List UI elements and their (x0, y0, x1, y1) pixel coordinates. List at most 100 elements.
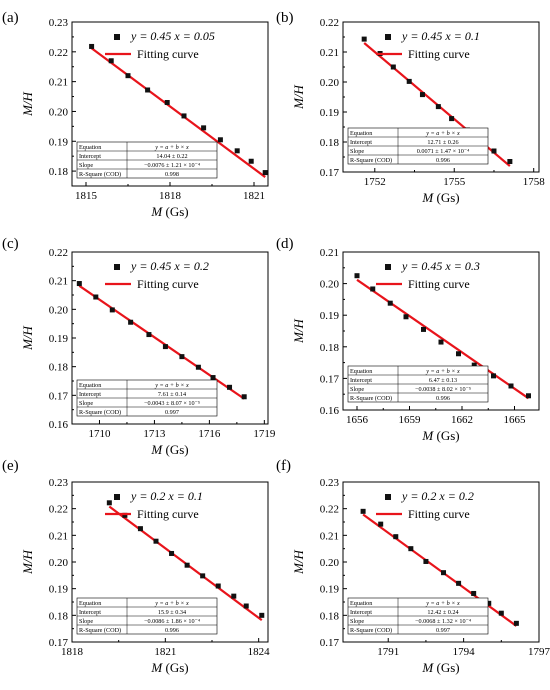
y-tick-label: 0.21 (49, 530, 68, 542)
data-point (195, 364, 201, 370)
fit-table-value: −0.0086 ± 1.86 × 10⁻⁴ (144, 618, 200, 625)
y-tick-label: 0.16 (320, 405, 340, 417)
y-tick-label: 0.19 (320, 310, 340, 322)
x-tick-label: 1752 (364, 176, 386, 188)
y-tick-label: 0.20 (49, 304, 69, 316)
x-tick-label: 1815 (75, 190, 98, 202)
panel-label: (b) (276, 10, 294, 26)
y-tick-label: 0.17 (320, 373, 340, 385)
fit-table-value: 0.997 (436, 627, 450, 634)
data-point (471, 362, 477, 368)
y-tick-label: 0.21 (320, 247, 339, 259)
legend-fit-label: Fitting curve (408, 47, 470, 61)
data-point (164, 100, 170, 106)
data-point (234, 148, 240, 154)
y-tick-label: 0.23 (320, 477, 340, 489)
fit-table-key: Intercept (79, 609, 101, 616)
chart-panel-d: (d) 1656 1659 1662 1665 0.16 0.17 0.18 0.19 0.20 0… (276, 236, 540, 443)
data-point (248, 158, 254, 164)
y-tick-label: 0.19 (320, 107, 340, 119)
legend-fit-label: Fitting curve (408, 277, 470, 291)
data-point (354, 273, 360, 279)
y-axis-label: M/H (20, 91, 35, 116)
legend-point-marker (114, 494, 120, 500)
data-point (108, 58, 114, 64)
data-point (162, 344, 168, 350)
x-tick-label: 1821 (154, 646, 176, 658)
fit-table-value: −0.0076 ± 1.21 × 10⁻⁴ (144, 162, 200, 169)
x-tick-label: 1821 (243, 190, 265, 202)
fit-table-key: Intercept (350, 377, 372, 384)
fit-table-value: y = a + b × x (154, 382, 189, 389)
data-point (498, 610, 504, 616)
data-point (76, 281, 82, 287)
fit-table-value: 12.71 ± 0.26 (427, 139, 458, 146)
fit-table-value: 14.04 ± 0.22 (156, 153, 187, 160)
data-point (508, 383, 514, 389)
x-axis-label-symbol: M (421, 660, 434, 675)
data-point (419, 92, 425, 98)
fit-table-key: R-Square (COD) (350, 157, 392, 164)
fit-table-value: 0.996 (436, 395, 450, 402)
data-point (93, 294, 99, 300)
x-tick-label: 1818 (61, 646, 84, 658)
x-axis-label-symbol: M (150, 442, 163, 457)
data-point (361, 36, 367, 42)
y-tick-label: 0.20 (320, 557, 340, 569)
y-tick-label: 0.18 (49, 362, 69, 374)
y-tick-label: 0.23 (49, 477, 69, 489)
x-tick-label: 1665 (504, 414, 527, 426)
x-axis-label: M (Gs) (150, 204, 188, 219)
y-tick-label: 0.17 (320, 637, 340, 649)
x-axis-label-symbol: M (150, 204, 163, 219)
panel-label: (d) (276, 236, 294, 252)
data-point (241, 394, 247, 400)
fit-table-key: R-Square (COD) (79, 409, 121, 416)
data-point (370, 286, 376, 292)
y-tick-label: 0.20 (320, 279, 340, 291)
fit-table-key: R-Square (COD) (350, 627, 392, 634)
fit-table-value: −0.0038 ± 8.02 × 10⁻⁵ (415, 386, 471, 393)
fit-table: Equation y = a + b × x Intercept 12.71 ± 0.… (347, 127, 489, 165)
data-point (423, 558, 429, 564)
legend-point-marker (385, 34, 391, 40)
fit-table-key: Intercept (350, 139, 372, 146)
fit-table-key: Equation (79, 144, 101, 151)
fit-line (362, 513, 518, 627)
data-point (262, 170, 268, 176)
fit-table-key: Equation (79, 382, 101, 389)
chart-panel-f: (f) 1791 1794 1797 0.17 0.18 0.19 0.20 0.21 0.22 0… (276, 458, 550, 675)
fit-table-key: Slope (350, 618, 364, 625)
x-axis-label-unit: (Gs) (162, 660, 188, 675)
fit-line (90, 47, 266, 178)
fit-table-value: y = a + b × x (154, 144, 189, 151)
data-point (210, 375, 216, 381)
y-tick-label: 0.19 (320, 584, 340, 596)
legend-points-label: y = 0.45 x = 0.3 (401, 259, 480, 273)
y-tick-label: 0.18 (320, 610, 340, 622)
data-point (406, 78, 412, 84)
fit-table-value: 6.47 ± 0.13 (429, 377, 457, 384)
y-tick-label: 0.18 (320, 137, 340, 149)
fit-table-key: Intercept (350, 609, 372, 616)
data-point (128, 319, 134, 325)
data-point (441, 570, 447, 576)
x-tick-label: 1716 (198, 428, 221, 440)
x-tick-label: 1662 (451, 414, 473, 426)
legend-point-marker (114, 34, 120, 40)
x-tick-label: 1824 (248, 646, 271, 658)
fit-table-value: 12.42 ± 0.24 (427, 609, 458, 616)
fit-table-value: y = a + b × x (425, 368, 460, 375)
panel-label: (e) (2, 458, 19, 474)
fit-table-value: 0.996 (165, 627, 179, 634)
data-point (153, 538, 159, 544)
fit-table-key: R-Square (COD) (350, 395, 392, 402)
fit-table-key: Equation (350, 600, 372, 607)
data-point (122, 512, 128, 518)
fit-table-key: Slope (350, 148, 364, 155)
x-tick-label: 1656 (346, 414, 369, 426)
legend-points-label: y = 0.2 x = 0.1 (130, 489, 203, 503)
panel-label: (a) (2, 10, 19, 26)
y-tick-label: 0.22 (49, 504, 68, 516)
data-point (378, 521, 384, 527)
